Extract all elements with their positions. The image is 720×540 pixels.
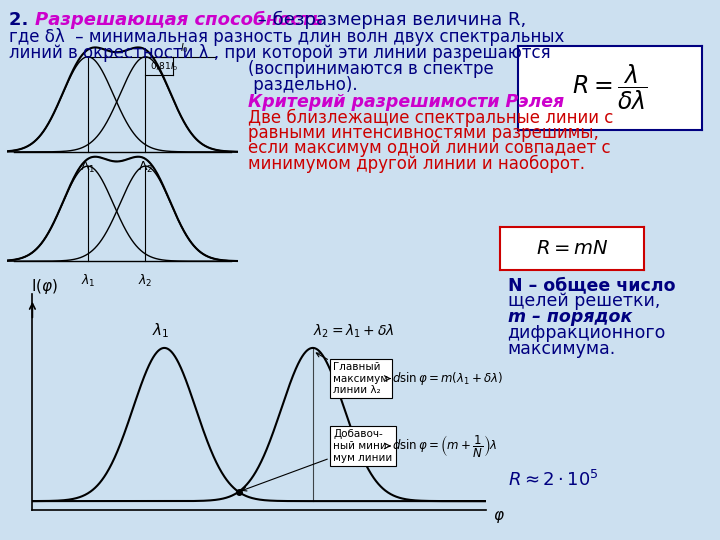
Text: Критерий разрешимости Рэлея: Критерий разрешимости Рэлея [248,93,564,111]
Text: где δλ  – минимальная разность длин волн двух спектральных: где δλ – минимальная разность длин волн … [9,28,564,46]
Text: $d\sin\varphi = \left(m + \dfrac{1}{N}\right)\lambda$: $d\sin\varphi = \left(m + \dfrac{1}{N}\r… [392,433,498,459]
Text: $\lambda_2$: $\lambda_2$ [138,273,153,289]
Text: $\lambda_1$: $\lambda_1$ [81,273,95,289]
Text: максимума.: максимума. [508,340,616,358]
Text: $R = mN$: $R = mN$ [536,239,608,258]
Text: $d\sin\varphi = m(\lambda_1 + \delta\lambda)$: $d\sin\varphi = m(\lambda_1 + \delta\lam… [392,370,503,387]
Text: раздельно).: раздельно). [248,76,358,93]
Text: Две близлежащие спектральные линии с: Две близлежащие спектральные линии с [248,109,613,127]
Text: $I_0$: $I_0$ [180,41,189,55]
Text: Разрешающая способность: Разрешающая способность [35,11,323,29]
Text: $R \approx 2 \cdot 10^5$: $R \approx 2 \cdot 10^5$ [508,470,598,490]
Text: если максимум одной линии совпадает с: если максимум одной линии совпадает с [248,139,611,157]
Text: $R = \dfrac{\lambda}{\delta\lambda}$: $R = \dfrac{\lambda}{\delta\lambda}$ [572,63,648,112]
Text: 2.: 2. [9,11,35,29]
Text: минимумом другой линии и наоборот.: минимумом другой линии и наоборот. [248,154,585,173]
Text: – безразмерная величина R,: – безразмерная величина R, [252,11,526,29]
Text: $\lambda_2 = \lambda_1 + \delta\lambda$: $\lambda_2 = \lambda_1 + \delta\lambda$ [312,323,395,340]
Text: $0{,}81I_0$: $0{,}81I_0$ [150,60,179,73]
Text: $\varphi$: $\varphi$ [492,509,505,525]
Text: I($\varphi$): I($\varphi$) [31,277,58,296]
Text: Добавоч-
ный мини-
мум линии: Добавоч- ный мини- мум линии [243,429,392,491]
Text: N – общее число: N – общее число [508,276,675,294]
Text: щелей решетки,: щелей решетки, [508,292,660,309]
Text: $\lambda_1$: $\lambda_1$ [151,321,169,340]
Text: равными интенсивностями разрешимы,: равными интенсивностями разрешимы, [248,124,599,142]
Text: (воспринимаются в спектре: (воспринимаются в спектре [248,60,494,78]
Text: $\Lambda_2$: $\Lambda_2$ [138,159,153,174]
Text: m – порядок: m – порядок [508,308,632,326]
Text: линий в окрестности λ , при которой эти линии разрешаются: линий в окрестности λ , при которой эти … [9,44,551,62]
Text: дифракционного: дифракционного [508,324,666,342]
Text: $\Lambda_1$: $\Lambda_1$ [80,159,96,174]
Text: Главный
максимум
линии λ₂: Главный максимум линии λ₂ [316,353,389,395]
